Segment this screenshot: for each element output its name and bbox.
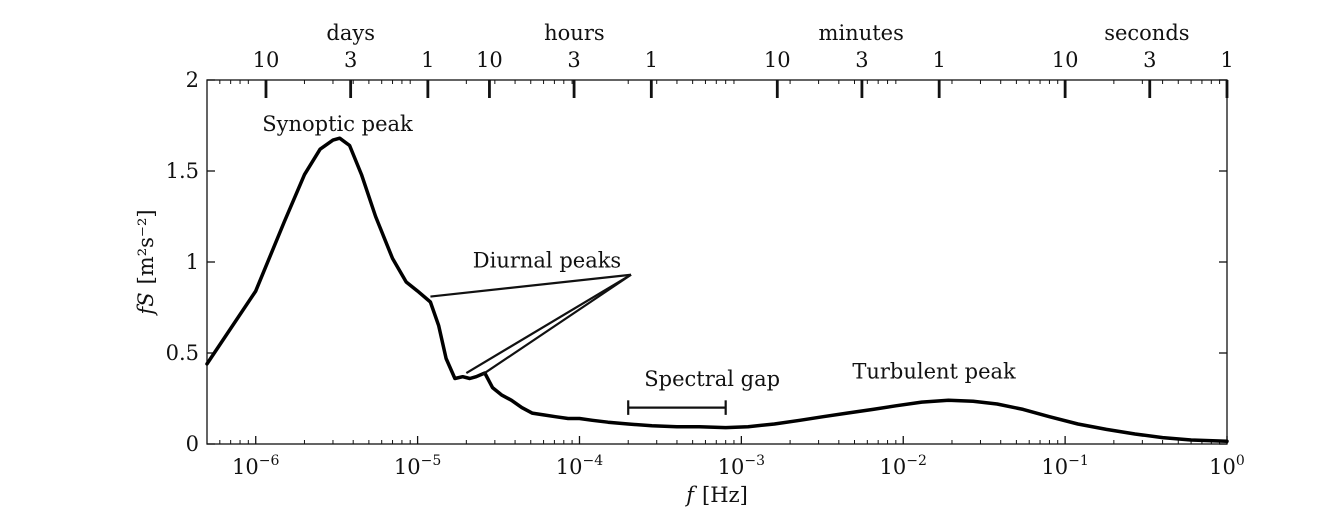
- top-tick-label: 1: [645, 48, 658, 72]
- top-tick-label: 3: [567, 48, 580, 72]
- top-tick-label: 1: [932, 48, 945, 72]
- y-tick-label: 0: [186, 432, 199, 456]
- annotations: Synoptic peak Diurnal peaks Spectral gap Tu…: [262, 112, 1016, 391]
- x-tick-label: 10−4: [556, 453, 603, 479]
- diurnal-pointer-line: [481, 273, 632, 376]
- top-tick-label: 1: [421, 48, 434, 72]
- diurnal-pointer-line: [430, 273, 632, 298]
- spectrum-series-line: [205, 136, 1229, 444]
- y-tick-label: 1.5: [166, 159, 199, 183]
- x-tick-label-base: 10: [1041, 455, 1068, 479]
- top-tick-label: 10: [764, 48, 791, 72]
- x-tick-label-exp: −5: [421, 453, 442, 469]
- annotation-label: Turbulent peak: [852, 359, 1016, 383]
- top-tick-label: 3: [1143, 48, 1156, 72]
- x-tick-label-exp: 0: [1236, 453, 1245, 469]
- top-unit-label: seconds: [1104, 21, 1189, 45]
- x-tick-label: 10−1: [1041, 453, 1088, 479]
- x-tick-label: 100: [1209, 453, 1245, 479]
- x-tick-label-base: 10: [880, 455, 907, 479]
- x-tick-label-base: 10: [556, 455, 583, 479]
- x-tick-label: 10−6: [232, 453, 279, 479]
- top-unit-label: minutes: [819, 21, 904, 45]
- x-tick-label-base: 10: [718, 455, 745, 479]
- x-tick-label-base: 10: [232, 455, 259, 479]
- y-axis-ticks: 0 0.5 1 1.5 2: [166, 68, 1227, 456]
- y-tick-label: 1: [186, 250, 199, 274]
- y-tick-label: 0.5: [166, 341, 199, 365]
- top-tick-label: 10: [253, 48, 280, 72]
- x-tick-label-exp: −3: [744, 453, 765, 469]
- x-tick-label-base: 10: [1209, 455, 1236, 479]
- top-tick-label: 10: [476, 48, 503, 72]
- x-tick-label-exp: −2: [906, 453, 927, 469]
- spectral-gap-bracket: [627, 400, 727, 415]
- x-tick-label-exp: −6: [259, 453, 280, 469]
- x-axis-label-var: f: [684, 483, 697, 507]
- top-tick-label: 3: [855, 48, 868, 72]
- y-axis-label: fS [m²s⁻²]: [134, 209, 158, 316]
- top-axis-units: days hours minutes seconds: [326, 21, 1189, 45]
- top-tick-label: 3: [344, 48, 357, 72]
- top-tick-label: 1: [1220, 48, 1233, 72]
- x-tick-label-exp: −1: [1068, 453, 1089, 469]
- y-axis-label-var: fS: [134, 292, 158, 316]
- top-axis-ticks: 10 3 1 10 3 1 10 3 1 10 3 1: [253, 48, 1234, 98]
- y-tick-label: 2: [186, 68, 199, 92]
- y-axis-label-unit: [m²s⁻²]: [134, 209, 158, 284]
- x-tick-label-base: 10: [394, 455, 421, 479]
- x-axis-label: f [Hz]: [684, 483, 748, 507]
- annotation-label: Synoptic peak: [262, 112, 413, 136]
- x-axis-label-unit: [Hz]: [702, 483, 748, 507]
- diurnal-pointer-line: [465, 273, 632, 374]
- annotation-label: Spectral gap: [644, 367, 780, 391]
- x-tick-label: 10−3: [718, 453, 765, 479]
- minor-ticks: [206, 80, 1221, 444]
- diurnal-pointers: [430, 273, 632, 376]
- x-tick-label: 10−2: [880, 453, 927, 479]
- top-unit-label: days: [326, 21, 375, 45]
- x-axis-ticks: 10−6 10−5 10−4 10−3 10−2 10−1 100: [232, 436, 1245, 479]
- x-tick-label-exp: −4: [583, 453, 604, 469]
- x-tick-label: 10−5: [394, 453, 441, 479]
- top-tick-label: 10: [1052, 48, 1079, 72]
- annotation-label: Diurnal peaks: [473, 248, 621, 272]
- top-unit-label: hours: [544, 21, 605, 45]
